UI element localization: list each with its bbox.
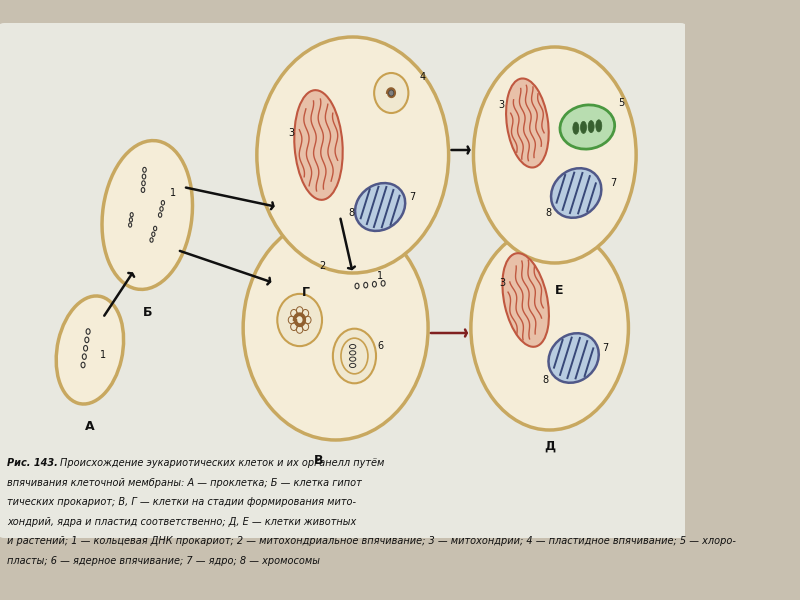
Ellipse shape (278, 294, 322, 346)
Ellipse shape (102, 140, 193, 289)
Ellipse shape (294, 90, 342, 200)
Ellipse shape (506, 79, 549, 167)
Text: 1: 1 (100, 350, 106, 360)
Text: 8: 8 (542, 375, 549, 385)
Ellipse shape (551, 168, 602, 218)
Text: 7: 7 (410, 192, 416, 202)
Text: 7: 7 (602, 343, 609, 353)
Text: Рис. 143.: Рис. 143. (7, 458, 61, 468)
Text: 3: 3 (288, 128, 294, 138)
Text: 8: 8 (545, 208, 551, 218)
Text: и растений; 1 — кольцевая ДНК прокариот; 2 — митохондриальное впячивание; 3 — ми: и растений; 1 — кольцевая ДНК прокариот;… (7, 536, 736, 546)
Ellipse shape (333, 329, 376, 383)
Text: 6: 6 (377, 341, 383, 351)
Ellipse shape (389, 90, 394, 96)
Ellipse shape (549, 333, 598, 383)
Text: тических прокариот; В, Г — клетки на стадии формирования мито-: тических прокариот; В, Г — клетки на ста… (7, 497, 356, 507)
Text: 8: 8 (348, 208, 354, 218)
Ellipse shape (471, 226, 629, 430)
Ellipse shape (374, 73, 408, 113)
Text: впячивания клеточной мембраны: А — проклетка; Б — клетка гипот: впячивания клеточной мембраны: А — прокл… (7, 478, 362, 487)
Text: Д: Д (544, 439, 555, 452)
Text: 3: 3 (498, 100, 505, 110)
Text: Г: Г (302, 286, 310, 299)
Text: 2: 2 (320, 261, 326, 271)
Text: хондрий, ядра и пластид соответственно; Д, Е — клетки животных: хондрий, ядра и пластид соответственно; … (7, 517, 356, 527)
Text: Происхождение эукариотических клеток и их органелл путём: Происхождение эукариотических клеток и и… (60, 458, 384, 468)
Text: А: А (85, 421, 94, 433)
Text: 1: 1 (170, 188, 176, 198)
Ellipse shape (341, 338, 368, 374)
Ellipse shape (596, 120, 602, 132)
Text: Б: Б (142, 307, 152, 319)
Ellipse shape (257, 37, 449, 273)
Ellipse shape (502, 253, 549, 347)
Text: 4: 4 (420, 72, 426, 82)
Ellipse shape (474, 47, 636, 263)
Text: 5: 5 (618, 98, 625, 108)
Ellipse shape (355, 183, 405, 231)
Text: пласты; 6 — ядерное впячивание; 7 — ядро; 8 — хромосомы: пласты; 6 — ядерное впячивание; 7 — ядро… (7, 556, 320, 565)
Text: 3: 3 (499, 278, 506, 288)
Ellipse shape (243, 216, 428, 440)
Text: 1: 1 (377, 271, 383, 281)
Ellipse shape (573, 122, 579, 134)
Ellipse shape (560, 105, 614, 149)
Text: Е: Е (555, 283, 563, 296)
Text: 7: 7 (610, 178, 616, 188)
Ellipse shape (588, 121, 594, 133)
Text: В: В (314, 454, 323, 467)
FancyBboxPatch shape (0, 23, 690, 538)
Ellipse shape (56, 296, 124, 404)
Ellipse shape (581, 121, 586, 133)
